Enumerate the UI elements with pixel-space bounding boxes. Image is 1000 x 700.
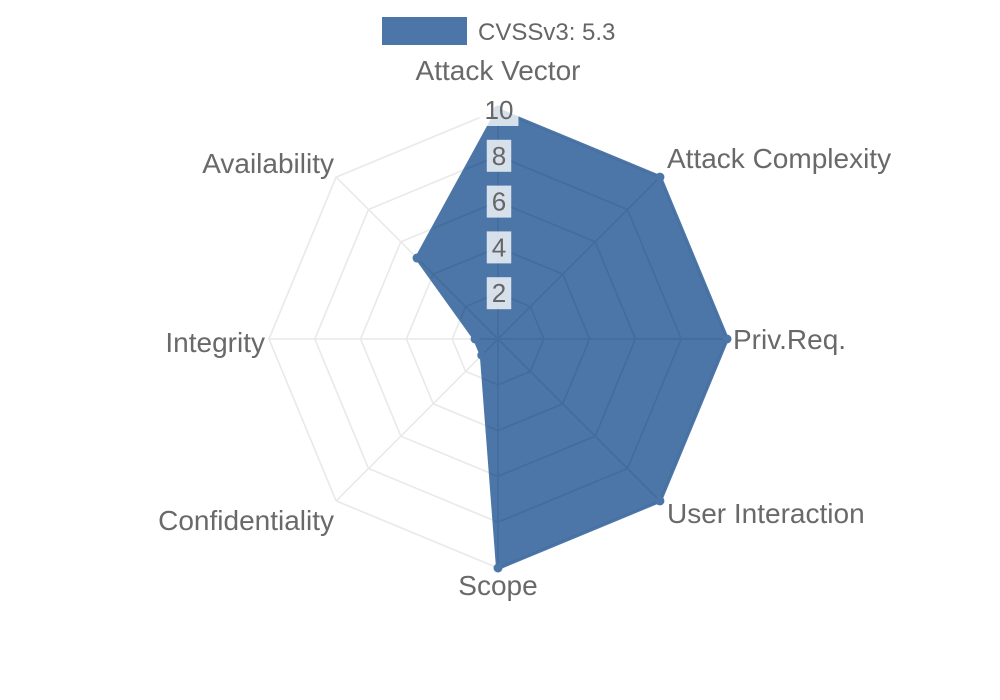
tick-label: 8 xyxy=(492,141,506,171)
data-point xyxy=(722,334,732,344)
axis-label: Availability xyxy=(202,148,334,179)
tick-backdrop xyxy=(479,94,519,126)
tick-backdrop xyxy=(486,139,512,172)
axis-label: Scope xyxy=(458,570,537,601)
axis-label: User Interaction xyxy=(667,498,865,529)
axis-spoke xyxy=(335,338,499,502)
data-point xyxy=(655,172,665,182)
tick-backdrop xyxy=(486,185,512,218)
axis-label: Confidentiality xyxy=(158,505,334,536)
tick-backdrop xyxy=(486,277,512,310)
axis-label: Attack Complexity xyxy=(667,143,891,174)
axis-label: Priv.Req. xyxy=(733,324,846,355)
tick-label: 4 xyxy=(492,232,506,262)
inner-grid-spoke xyxy=(497,176,661,340)
axis-label: Attack Vector xyxy=(416,55,581,86)
tick-label: 6 xyxy=(492,187,506,217)
tick-backdrop xyxy=(486,231,512,264)
inner-grid-ring xyxy=(417,110,727,568)
legend-label[interactable]: CVSSv3: 5.3 xyxy=(478,19,615,46)
radar-plot: 2 4 6 8 10 Attack Vector Attack Complexity Priv… xyxy=(158,55,891,601)
tick-label: 2 xyxy=(492,278,506,308)
axis-label: Integrity xyxy=(165,327,265,358)
data-point xyxy=(470,334,480,344)
inner-grid-spoke xyxy=(497,338,661,502)
data-point xyxy=(477,350,487,360)
data-point xyxy=(493,563,503,573)
tick-label: 10 xyxy=(485,95,514,125)
legend-swatch[interactable] xyxy=(382,17,467,45)
legend[interactable]: CVSSv3: 5.3 xyxy=(382,17,615,46)
data-point xyxy=(412,253,422,263)
data-point xyxy=(655,496,665,506)
